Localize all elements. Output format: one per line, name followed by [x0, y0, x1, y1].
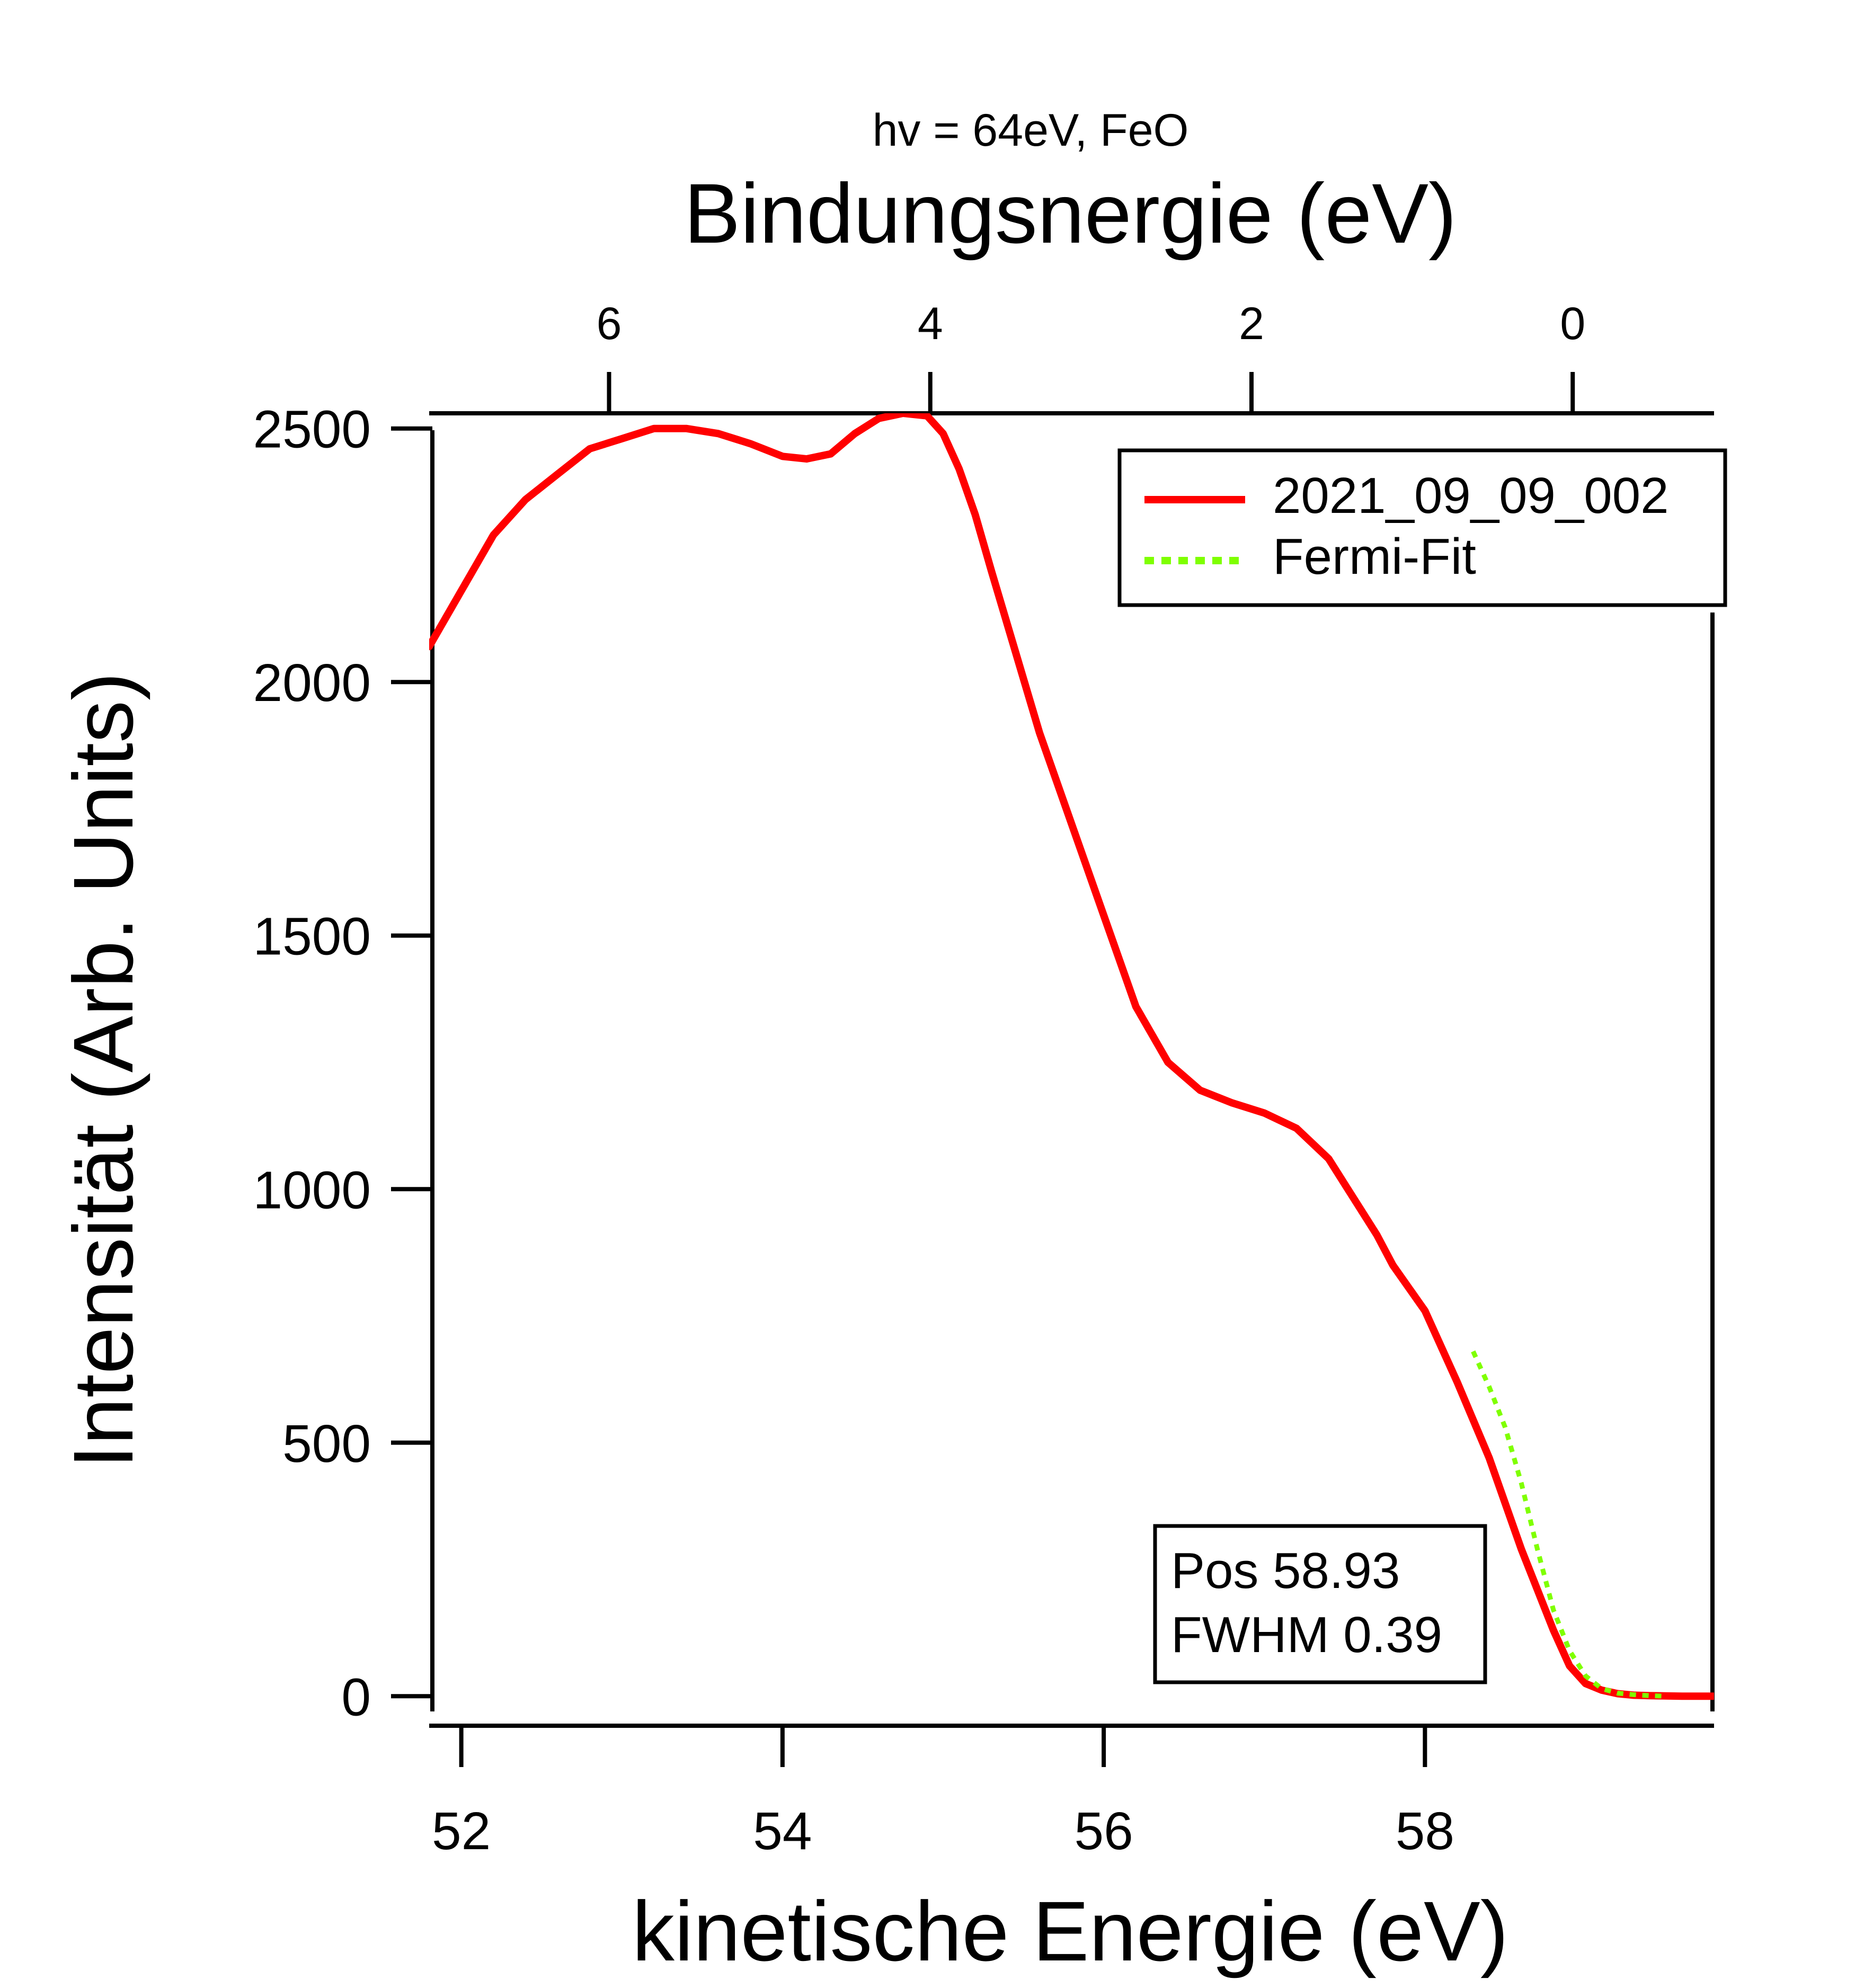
annotation-pos: Pos 58.93 [1171, 1542, 1400, 1599]
top-axis-label: Bindungsnergie (eV) [684, 166, 1457, 261]
y-tick-label: 500 [282, 1414, 371, 1474]
plot-area [429, 413, 1714, 1700]
x-tick-label: 52 [432, 1801, 491, 1861]
chart-title: hv = 64eV, FeO [873, 105, 1189, 156]
y-tick-label: 1000 [253, 1160, 371, 1220]
x-axis-label: kinetische Energie (eV) [632, 1884, 1508, 1978]
y-tick-label: 0 [341, 1667, 371, 1727]
annotation-box: Pos 58.93 FWHM 0.39 [1153, 1524, 1487, 1684]
series-line-fermi-fit [1471, 1350, 1666, 1699]
series-line-2021-09-09-002 [429, 413, 1714, 1700]
x-tick-label: 56 [1075, 1801, 1133, 1861]
legend-box [1117, 448, 1727, 607]
y-axis-label: Intensität (Arb. Units) [56, 672, 150, 1469]
annotation-fwhm: FWHM 0.39 [1171, 1607, 1442, 1663]
axes [429, 411, 1715, 1728]
y-tick-label: 2500 [253, 400, 371, 459]
x-tick-label: 54 [753, 1801, 812, 1861]
legend-label-2021-09-09-002: 2021_09_09_002 [1273, 467, 1668, 524]
top-tick-label: 4 [918, 298, 943, 349]
top-tick-label: 2 [1239, 298, 1264, 349]
annotation-frame [1153, 1524, 1487, 1684]
y-tick-label: 1500 [253, 907, 371, 966]
tick-labels: 52 54 56 58 0 500 1000 1500 2000 2500 6 4 2 0 [253, 298, 1586, 1861]
x-tick-label: 58 [1396, 1801, 1454, 1861]
top-tick-label: 0 [1560, 298, 1585, 349]
legend: 2021_09_09_002 Fermi-Fit [1117, 448, 1727, 607]
y-tick-label: 2000 [253, 653, 371, 713]
ticks [391, 372, 1575, 1767]
top-tick-label: 6 [597, 298, 622, 349]
legend-label-fermi-fit: Fermi-Fit [1273, 528, 1476, 585]
